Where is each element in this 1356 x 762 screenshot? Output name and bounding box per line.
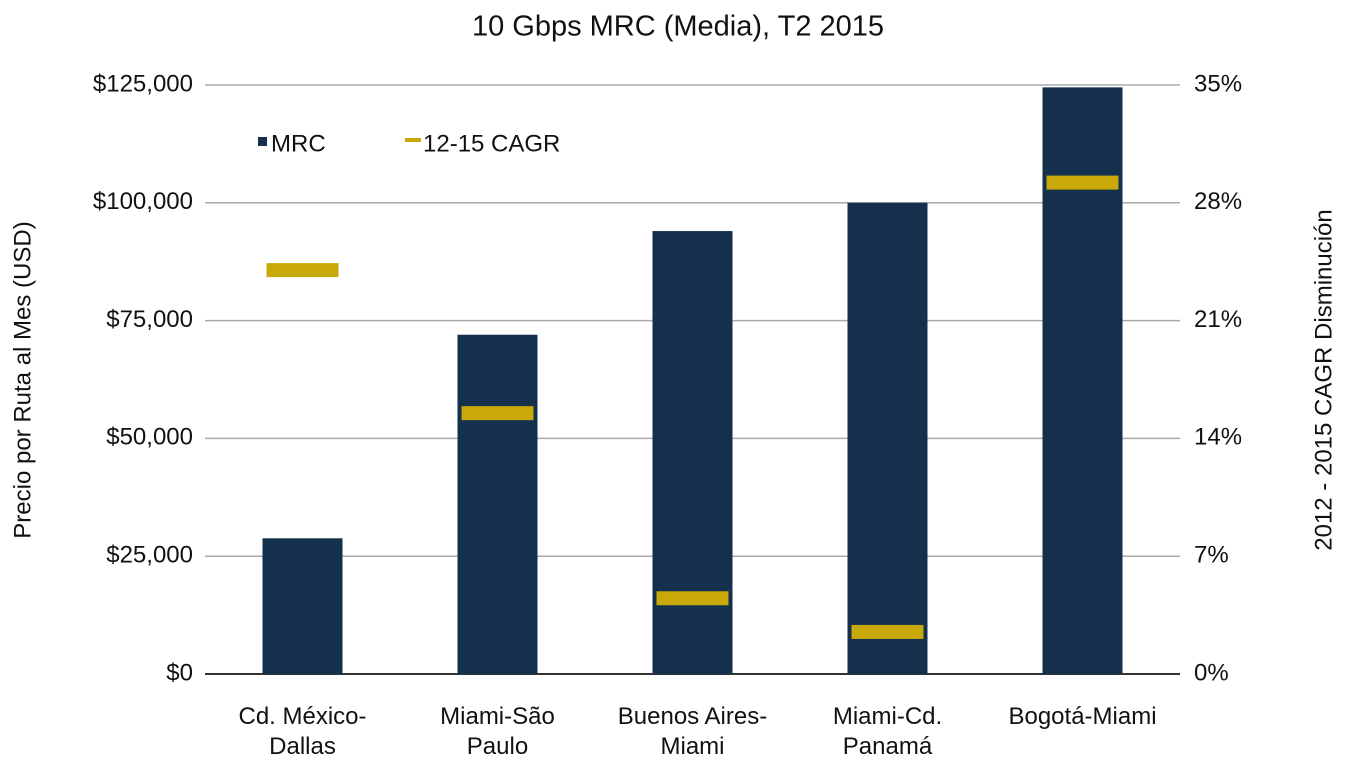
bar xyxy=(457,334,538,674)
cagr-marker xyxy=(266,263,339,278)
bar xyxy=(1042,87,1123,674)
y-tick-label: $50,000 xyxy=(106,424,193,451)
x-tick-label: Miami-Cd. Panamá xyxy=(833,703,942,760)
cagr-marker xyxy=(1046,175,1119,190)
cagr-marker xyxy=(656,591,729,606)
y2-tick-label: 0% xyxy=(1194,659,1229,686)
bar xyxy=(847,202,928,675)
y-tick-label: $25,000 xyxy=(106,542,193,569)
chart-title: 10 Gbps MRC (Media), T2 2015 xyxy=(472,11,884,43)
x-tick-label: Miami-São Paulo xyxy=(440,703,555,760)
legend-swatch xyxy=(405,138,421,142)
y-tick-label: $100,000 xyxy=(93,188,193,215)
x-tick-label: Bogotá-Miami xyxy=(1008,703,1156,730)
y2-tick-label: 21% xyxy=(1194,306,1242,333)
y-tick-label: $125,000 xyxy=(93,70,193,97)
y2-axis-title: 2012 - 2015 CAGR Disminución xyxy=(1310,209,1337,551)
bar xyxy=(652,231,733,674)
y2-tick-label: 14% xyxy=(1194,424,1242,451)
bar xyxy=(262,538,343,674)
x-tick-label: Buenos Aires-Miami xyxy=(618,703,767,760)
y2-tick-label: 7% xyxy=(1194,542,1229,569)
y2-tick-label: 35% xyxy=(1194,70,1242,97)
legend-label: 12-15 CAGR xyxy=(423,130,560,157)
y2-tick-label: 28% xyxy=(1194,188,1242,215)
y-tick-label: $75,000 xyxy=(106,306,193,333)
y-axis-title: Precio por Ruta al Mes (USD) xyxy=(9,221,36,538)
x-tick-label: Cd. México-Dallas xyxy=(238,703,366,760)
cagr-marker xyxy=(461,406,534,421)
legend-swatch xyxy=(258,137,267,146)
y-tick-label: $0 xyxy=(166,659,193,686)
legend-label: MRC xyxy=(271,130,326,157)
cagr-marker xyxy=(851,624,924,639)
